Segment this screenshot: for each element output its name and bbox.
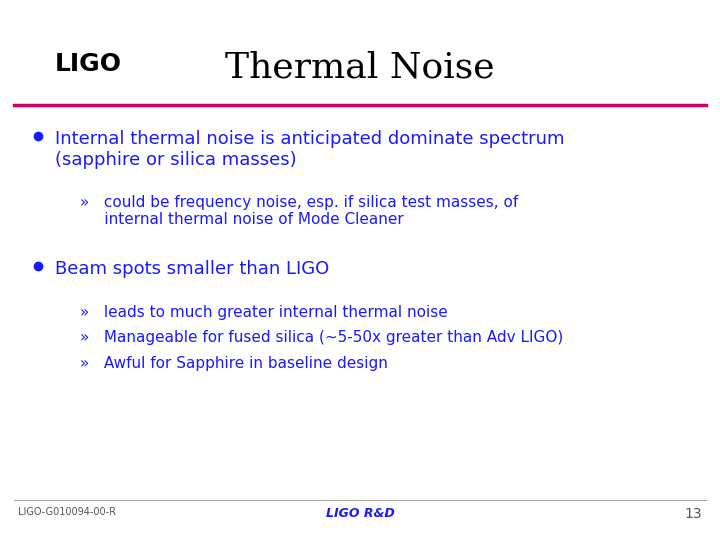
Text: Thermal Noise: Thermal Noise [225, 51, 495, 85]
Text: »   leads to much greater internal thermal noise: » leads to much greater internal thermal… [80, 305, 448, 320]
Text: 13: 13 [685, 507, 702, 521]
Text: »   Manageable for fused silica (~5-50x greater than Adv LIGO): » Manageable for fused silica (~5-50x gr… [80, 330, 563, 345]
Text: LIGO R&D: LIGO R&D [325, 507, 395, 520]
Text: LIGO-G010094-00-R: LIGO-G010094-00-R [18, 507, 116, 517]
Text: Internal thermal noise is anticipated dominate spectrum
(sapphire or silica mass: Internal thermal noise is anticipated do… [55, 130, 564, 169]
Text: LIGO: LIGO [55, 52, 122, 76]
Text: »   could be frequency noise, esp. if silica test masses, of
     internal therm: » could be frequency noise, esp. if sili… [80, 195, 518, 227]
Text: »   Awful for Sapphire in baseline design: » Awful for Sapphire in baseline design [80, 356, 388, 371]
Text: Beam spots smaller than LIGO: Beam spots smaller than LIGO [55, 260, 329, 278]
